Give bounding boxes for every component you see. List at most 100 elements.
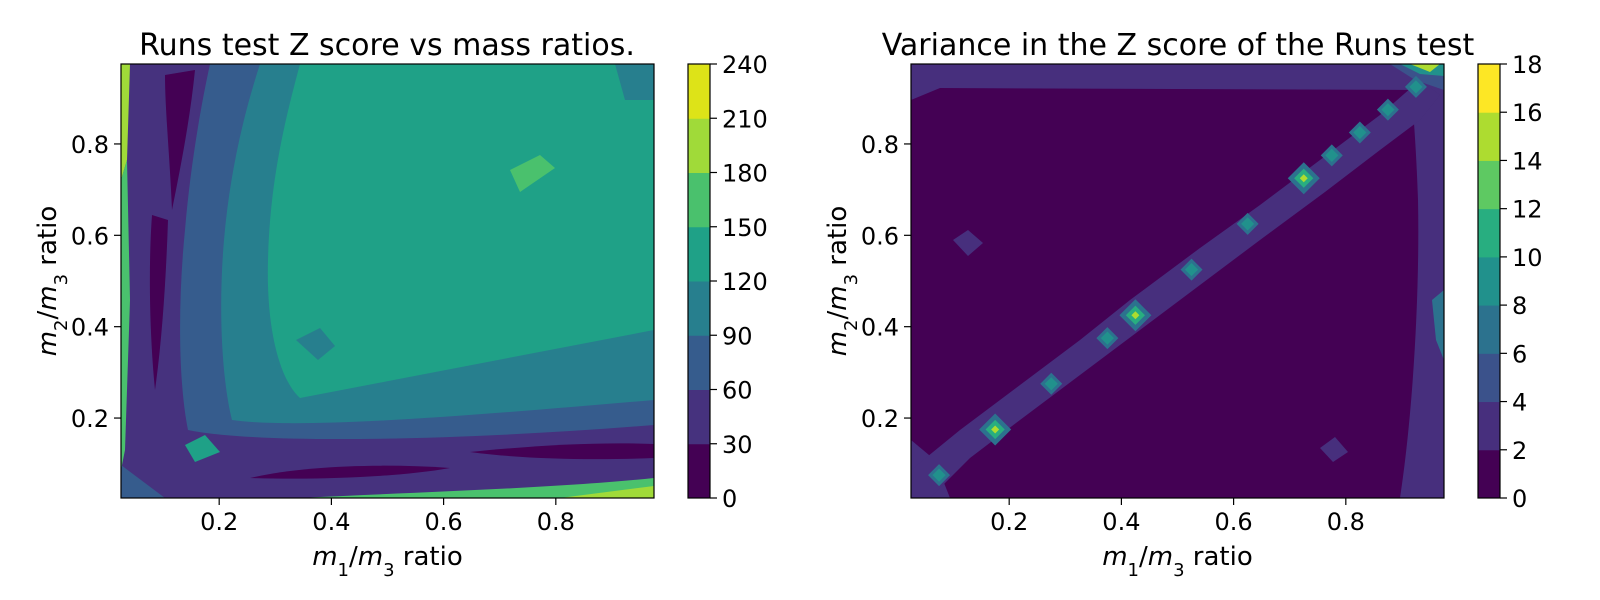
- colorbar-segment: [688, 281, 710, 336]
- contour-edge-high-left: [121, 64, 130, 180]
- chart-2-title: Variance in the Z score of the Runs test: [882, 28, 1475, 63]
- x-tick-label: 0.2: [200, 508, 238, 536]
- colorbar-tick-label: 0: [1512, 485, 1527, 513]
- colorbar-tick-label: 16: [1512, 99, 1543, 127]
- hotspot-inner: [1100, 331, 1114, 345]
- y-tick-label: 0.2: [861, 405, 899, 433]
- colorbar-segment: [1478, 305, 1500, 354]
- colorbar-tick-label: 2: [1512, 437, 1527, 465]
- chart-1-colorbar: 0 30 60 90 120 150 180 210 240: [687, 51, 768, 513]
- contour-band-0-30-left: [165, 70, 195, 210]
- hotspot-inner: [1241, 217, 1255, 231]
- chart-2-frame: [910, 63, 1445, 499]
- colorbar-segment: [1478, 449, 1500, 499]
- colorbar-tick-label: 18: [1512, 51, 1543, 79]
- colorbar-tick-label: 8: [1512, 292, 1527, 320]
- hotspot-core: [991, 425, 1000, 434]
- colorbar-tick-label: 180: [722, 160, 768, 188]
- colorbar-tick-label: 12: [1512, 196, 1543, 224]
- colorbar-segment: [688, 443, 710, 499]
- contour-band-high-corner: [1410, 64, 1440, 72]
- contour-edge-high-left2: [121, 160, 130, 470]
- colorbar-segment: [1478, 160, 1500, 210]
- contour-isle-1: [953, 230, 983, 256]
- chart-2-contour-area: [911, 64, 1444, 498]
- colorbar-tick-label: 14: [1512, 147, 1543, 175]
- x-axis-label: m1/m3 ratio: [312, 542, 463, 581]
- y-tick-label: 0.6: [71, 222, 109, 250]
- chart-1-contour-area: [121, 64, 654, 498]
- colorbar-tick-label: 0: [722, 485, 737, 513]
- x-tick-label: 0.4: [312, 508, 350, 536]
- contour-band-90-120-right-top: [615, 64, 654, 100]
- y-tick-label: 0.2: [71, 405, 109, 433]
- colorbar-segment: [688, 226, 710, 282]
- colorbar-tick-label: 4: [1512, 389, 1527, 417]
- colorbar-tick-label: 210: [722, 105, 768, 133]
- contour-edge-high-bottom2: [560, 486, 654, 498]
- hotspot-core: [1131, 311, 1140, 320]
- colorbar-tick-label: 150: [722, 214, 768, 242]
- hotspot-inner: [932, 468, 946, 482]
- x-tick-label: 0.4: [1102, 508, 1140, 536]
- x-tick-label: 0.2: [990, 508, 1028, 536]
- colorbar-tick-label: 60: [722, 377, 753, 405]
- colorbar-segment: [1478, 256, 1500, 306]
- colorbar-tick-label: 120: [722, 268, 768, 296]
- y-tick-label: 0.8: [861, 131, 899, 159]
- chart-2-colorbar: 0 2 4 6 8 10 12 14 16 18: [1477, 51, 1543, 513]
- colorbar-segment: [688, 118, 710, 173]
- contour-edge-high-bottom: [300, 478, 654, 498]
- y-axis-label: m2/m3 ratio: [33, 206, 72, 357]
- hotspot-inner: [1381, 103, 1395, 117]
- contour-band-0-30-bottom2: [470, 443, 654, 460]
- x-tick-label: 0.6: [1215, 508, 1253, 536]
- contour-band-60-90-corner: [121, 465, 165, 498]
- contour-band-150-180: [510, 155, 555, 192]
- hotspot-inner: [1353, 125, 1367, 140]
- chart-1-axes: 0.2 0.4 0.6 0.8 0.2 0.4 0.6 0.8 m1/m3 ratio m2/m3…: [33, 131, 575, 581]
- hotspot-inner: [1044, 377, 1058, 391]
- contour-band-120-150-bottom: [185, 435, 220, 462]
- contour-band-0-30-left2: [149, 215, 168, 390]
- colorbar-segment: [688, 64, 710, 119]
- hotspot-core: [1299, 174, 1308, 183]
- chart-2-hotspots: [928, 75, 1427, 487]
- x-tick-label: 0.6: [425, 508, 463, 536]
- colorbar-segment: [1478, 112, 1500, 161]
- contour-band-90-120-isle: [296, 328, 335, 360]
- y-tick-label: 0.4: [71, 314, 109, 342]
- chart-2: Variance in the Z score of the Runs test…: [823, 28, 1543, 581]
- contour-band-90-120-left: [121, 64, 654, 498]
- chart-2-axes: 0.2 0.4 0.6 0.8 0.2 0.4 0.6 0.8 m1/m3 ratio m2/m3…: [823, 131, 1365, 581]
- colorbar-frame: [1477, 63, 1501, 499]
- chart-1: Runs test Z score vs mass ratios. 0.2 0.4…: [33, 28, 768, 581]
- colorbar-segment: [1478, 353, 1500, 403]
- colorbar-segment: [688, 172, 710, 228]
- x-tick-label: 0.8: [1327, 508, 1365, 536]
- contour-band-0-30-bottom: [250, 465, 450, 479]
- hotspot-inner: [1409, 80, 1423, 94]
- colorbar-tick-label: 240: [722, 51, 768, 79]
- colorbar-segment: [1478, 208, 1500, 258]
- x-axis-label: m1/m3 ratio: [1102, 542, 1253, 581]
- y-tick-label: 0.8: [71, 131, 109, 159]
- colorbar-segment: [1478, 401, 1500, 451]
- colorbar-segment: [1478, 64, 1500, 113]
- colorbar-tick-label: 6: [1512, 340, 1527, 368]
- contour-band-2-4-top: [911, 64, 1444, 100]
- colorbar-tick-label: 10: [1512, 244, 1543, 272]
- chart-1-frame: [120, 63, 655, 499]
- colorbar-tick-label: 30: [722, 431, 753, 459]
- contour-right-edge-6: [1432, 290, 1444, 360]
- colorbar-segment: [688, 335, 710, 390]
- colorbar-tick-label: 90: [722, 322, 753, 350]
- hotspot-inner: [1325, 148, 1339, 162]
- y-tick-label: 0.6: [861, 222, 899, 250]
- hotspot-inner: [1184, 262, 1199, 277]
- contour-band-2-4-right: [1400, 64, 1444, 498]
- y-axis-label: m2/m3 ratio: [823, 206, 862, 357]
- contour-isle-2: [1320, 437, 1348, 462]
- x-tick-label: 0.8: [537, 508, 575, 536]
